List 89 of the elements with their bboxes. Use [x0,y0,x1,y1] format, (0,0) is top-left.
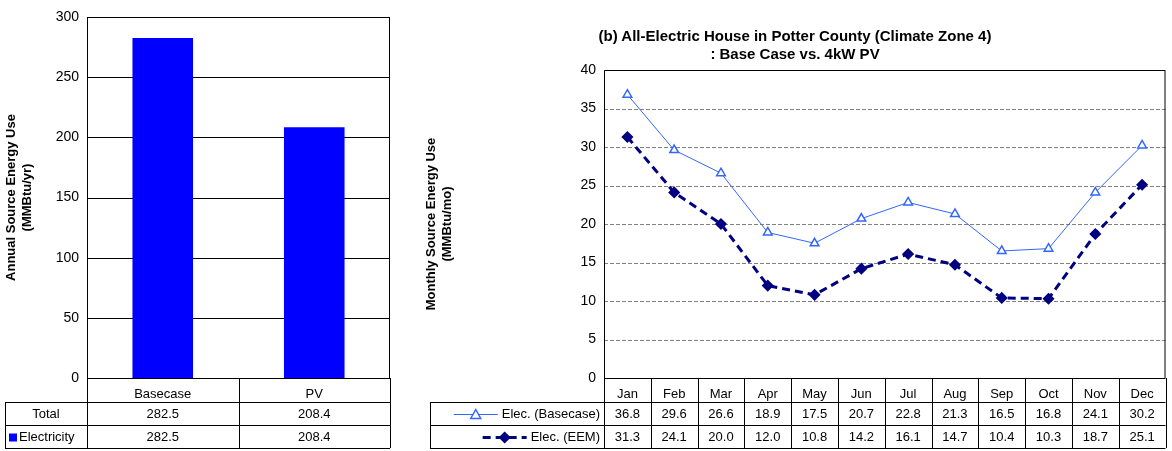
y-tick-label: 15 [580,253,597,270]
y-tick-label: 0 [71,368,80,385]
y-tick-label: 250 [55,68,80,85]
legend-label: Elec. (EEM) [530,429,600,445]
point [996,245,1007,255]
y-axis-title: Monthly Source Energy Use (MMBtu/mo) [423,137,454,311]
data-label: 16.1 [895,429,921,445]
point [808,289,821,301]
data-label: 20.7 [848,406,875,422]
y-tick-label: 30 [580,137,597,154]
point [949,208,961,218]
y-tick-label: 20 [580,214,597,231]
data-label: 10.4 [989,429,1015,445]
data-label: 16.5 [989,406,1015,422]
point [1136,178,1148,191]
y-tick-label: 50 [63,308,80,325]
y-tick-label: 0 [588,368,597,385]
y-tick-label: 5 [588,330,597,347]
data-label: 30.2 [1129,406,1155,422]
point [762,279,774,292]
point [669,144,680,154]
point [902,248,914,260]
y-tick-label: 150 [55,188,80,205]
y-tick-label: 40 [580,60,597,77]
y-tick-label: 100 [55,248,80,265]
x-tick-label: PV [305,386,324,402]
data-label: 22.8 [895,406,921,422]
x-tick-label: Dec [1130,386,1155,402]
data-label: 282.5 [146,429,180,445]
data-label: 208.4 [297,429,331,445]
data-label: 24.1 [661,429,687,445]
point [1090,186,1101,196]
y-axis-title: Annual Source Energy Use (MMBtu/yr) [3,114,34,281]
legend-label: Electricity [19,429,76,445]
data-label: 17.5 [801,406,828,422]
x-tick-label: Apr [757,386,779,402]
text: Total [32,406,60,422]
x-tick-label: Basecase [134,386,192,402]
data-label: 18.9 [755,406,781,422]
y-tick-label: 300 [55,7,80,24]
point [855,262,868,275]
x-tick-label: Jan [616,386,638,402]
point [1137,139,1148,149]
x-tick-label: Jun [850,386,872,402]
data-label: 12.0 [755,429,781,445]
y-tick-label: 25 [580,176,597,193]
point [949,259,961,271]
x-tick-label: Nov [1083,386,1108,402]
data-label: 14.7 [942,429,968,445]
point [622,88,633,98]
point [809,237,820,247]
total-label: 208.4 [297,406,331,422]
data-label: 24.1 [1082,406,1108,422]
point [715,218,727,230]
point [1089,228,1102,240]
total-label: 282.5 [146,406,180,422]
chart-title: (b) All-Electric House in Potter County (Climate Zone 4) : Base Case vs. 4kW PV [598,27,992,63]
data-label: 10.3 [1035,429,1062,445]
x-tick-label: Sep [990,386,1014,402]
legend-label: Elec. (Basecase) [501,406,600,422]
x-tick-label: Oct [1038,386,1060,402]
point [856,212,867,222]
data-label: 26.6 [708,406,734,422]
point [762,226,773,236]
x-tick-label: Mar [709,386,733,402]
x-tick-label: May [802,386,828,402]
data-label: 21.3 [942,406,968,422]
point [715,167,727,177]
y-tick-label: 10 [580,291,597,308]
data-label: 31.3 [614,429,641,445]
x-tick-label: Jul [899,386,917,402]
data-label: 29.6 [661,406,687,422]
point [903,196,914,206]
point [1042,292,1055,305]
data-label: 20.0 [708,429,734,445]
point [1043,242,1054,252]
data-label: 18.7 [1082,429,1108,445]
data-label: 16.8 [1035,406,1062,422]
point [995,292,1008,304]
x-tick-label: Aug [943,386,967,402]
point [668,186,680,199]
y-tick-label: 35 [580,99,597,116]
point [621,131,634,143]
data-label: 36.8 [614,406,641,422]
data-label: 10.8 [801,429,828,445]
x-tick-label: Feb [662,386,686,402]
data-label: 14.2 [848,429,875,445]
data-label: 25.1 [1129,429,1155,445]
y-tick-label: 200 [55,128,80,145]
